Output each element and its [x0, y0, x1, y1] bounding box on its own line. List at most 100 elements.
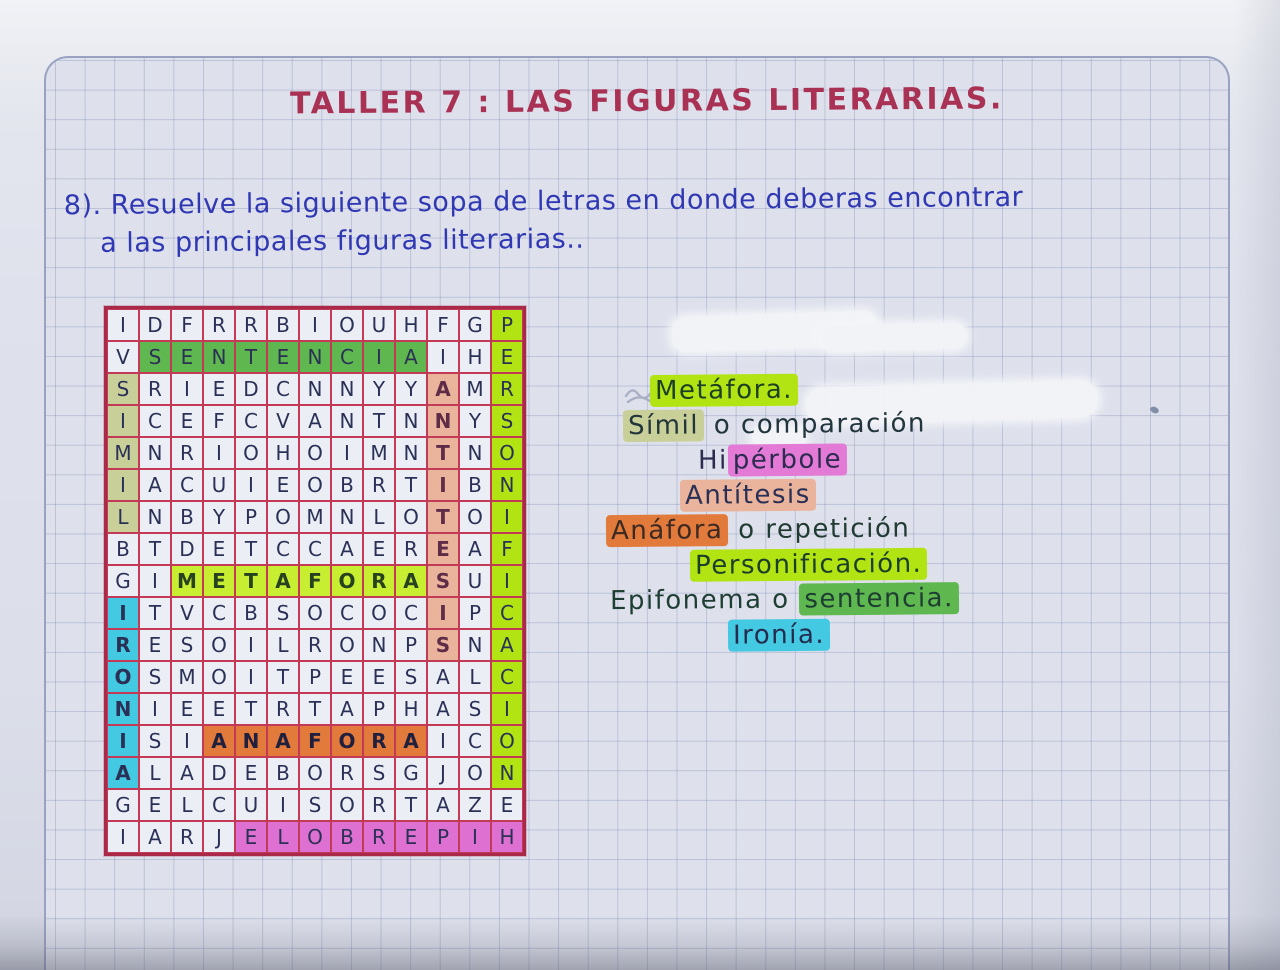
grid-cell: L	[107, 501, 139, 533]
grid-cell: S	[427, 565, 459, 597]
grid-cell: I	[107, 405, 139, 437]
grid-cell: I	[267, 789, 299, 821]
grid-cell: R	[363, 789, 395, 821]
grid-cell: I	[235, 661, 267, 693]
grid-cell: T	[139, 597, 171, 629]
grid-cell: N	[491, 469, 523, 501]
grid-cell: S	[139, 341, 171, 373]
grid-cell: A	[139, 821, 171, 853]
grid-cell: Y	[363, 373, 395, 405]
grid-cell: H	[395, 309, 427, 341]
grid-cell: F	[171, 309, 203, 341]
word-list-item: Hi pérbole	[698, 442, 1106, 477]
grid-cell: C	[267, 533, 299, 565]
grid-cell: U	[363, 309, 395, 341]
grid-cell: S	[171, 629, 203, 661]
grid-cell: O	[331, 565, 363, 597]
grid-cell: A	[267, 565, 299, 597]
grid-cell: V	[267, 405, 299, 437]
grid-cell: C	[171, 469, 203, 501]
grid-cell: P	[395, 629, 427, 661]
grid-cell: R	[235, 309, 267, 341]
grid-cell: L	[267, 629, 299, 661]
grid-cell: R	[203, 309, 235, 341]
grid-cell: B	[459, 469, 491, 501]
grid-cell: I	[427, 341, 459, 373]
grid-cell: Y	[459, 405, 491, 437]
grid-cell: O	[459, 501, 491, 533]
grid-cell: E	[331, 661, 363, 693]
grid-cell: I	[107, 309, 139, 341]
grid-cell: T	[235, 565, 267, 597]
grid-cell: C	[491, 661, 523, 693]
grid-cell: N	[139, 501, 171, 533]
grid-cell: I	[107, 469, 139, 501]
grid-cell: E	[267, 341, 299, 373]
grid-cell: E	[491, 789, 523, 821]
grid-cell: H	[267, 437, 299, 469]
grid-cell: F	[299, 725, 331, 757]
word-highlighted: Ironía.	[727, 618, 831, 652]
word-highlighted: Antítesis	[679, 478, 816, 512]
grid-cell: C	[331, 341, 363, 373]
grid-cell: N	[203, 341, 235, 373]
grid-cell: S	[107, 373, 139, 405]
grid-cell: B	[107, 533, 139, 565]
grid-cell: R	[171, 437, 203, 469]
grid-cell: G	[459, 309, 491, 341]
grid-cell: A	[331, 533, 363, 565]
grid-cell: T	[235, 341, 267, 373]
word-highlighted: sentencia.	[799, 582, 959, 616]
word-list: Metáfora. Símil o comparación Hi pérbole Ant…	[605, 373, 1106, 654]
grid-cell: S	[267, 597, 299, 629]
grid-cell: E	[363, 661, 395, 693]
grid-cell: R	[363, 469, 395, 501]
grid-cell: C	[299, 533, 331, 565]
grid-cell: E	[139, 629, 171, 661]
grid-cell: R	[107, 629, 139, 661]
grid-cell: T	[235, 693, 267, 725]
grid-cell: R	[363, 821, 395, 853]
grid-cell: R	[139, 373, 171, 405]
grid-cell: I	[139, 565, 171, 597]
grid-cell: A	[139, 469, 171, 501]
grid-cell: O	[299, 437, 331, 469]
grid-cell: A	[395, 565, 427, 597]
grid-cell: S	[459, 693, 491, 725]
grid-cell: O	[491, 437, 523, 469]
grid-cell: P	[491, 309, 523, 341]
grid-cell: C	[203, 597, 235, 629]
grid-cell: D	[235, 373, 267, 405]
grid-cell: Y	[395, 373, 427, 405]
grid-cell: E	[235, 757, 267, 789]
word-highlighted: pérbole	[727, 443, 848, 477]
grid-cell: E	[171, 341, 203, 373]
grid-cell: A	[203, 725, 235, 757]
grid-cell: S	[491, 405, 523, 437]
word-list-item: Símil o comparación	[622, 407, 1106, 443]
grid-cell: O	[299, 597, 331, 629]
grid-cell: A	[491, 629, 523, 661]
grid-cell: I	[235, 629, 267, 661]
grid-cell: N	[395, 437, 427, 469]
grid-cell: A	[107, 757, 139, 789]
grid-cell: L	[459, 661, 491, 693]
grid-cell: I	[491, 693, 523, 725]
word-highlighted: Símil	[622, 409, 705, 443]
grid-cell: L	[363, 501, 395, 533]
grid-cell: I	[491, 501, 523, 533]
grid-cell: E	[203, 373, 235, 405]
grid-cell: L	[267, 821, 299, 853]
grid-cell: R	[363, 725, 395, 757]
grid-cell: C	[491, 597, 523, 629]
